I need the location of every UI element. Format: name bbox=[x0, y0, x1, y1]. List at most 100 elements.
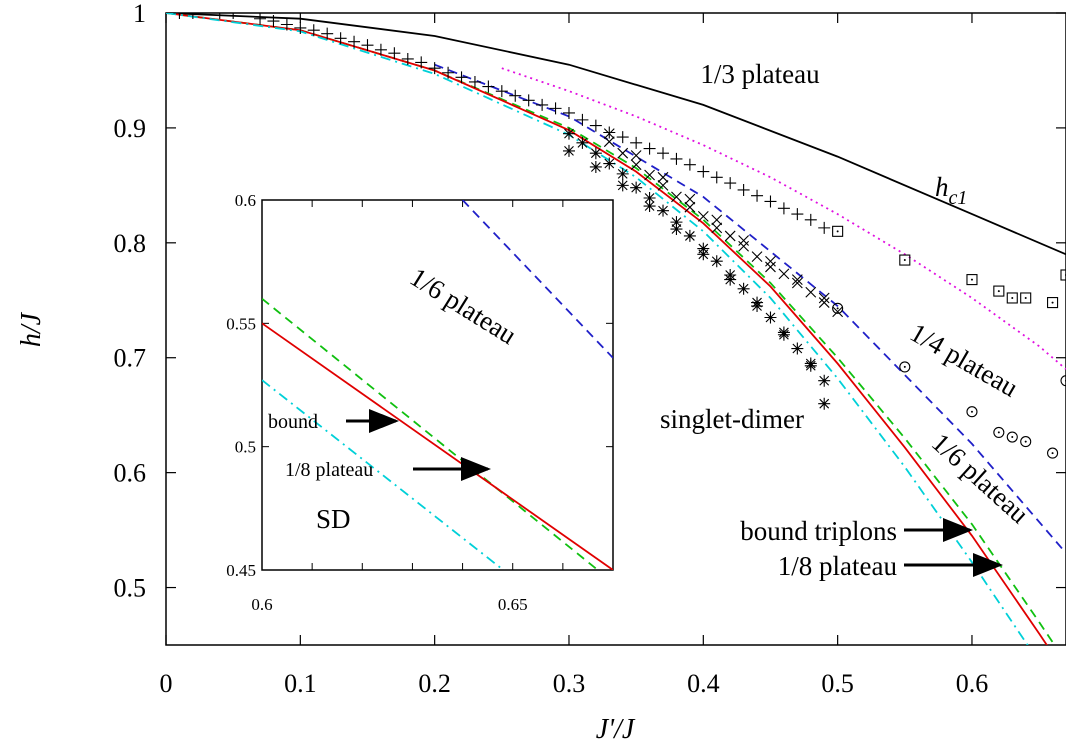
point-plus bbox=[576, 113, 589, 126]
x-tick-label: 0.1 bbox=[284, 669, 317, 698]
point-plus bbox=[321, 27, 334, 40]
series-line-singlet_dimer bbox=[262, 379, 505, 570]
point-circle bbox=[832, 302, 844, 314]
inset-y-tick-label: 0.55 bbox=[226, 314, 256, 333]
point-star bbox=[589, 160, 602, 173]
main-ticks: 0 0.1 0.2 0.3 0.4 0.5 0.6 0.5 0.6 0.7 0.8 0.9 1 bbox=[114, 0, 1066, 698]
point-plus bbox=[562, 106, 575, 119]
point-cross bbox=[724, 230, 736, 242]
point-square bbox=[1047, 297, 1059, 309]
y-tick-label: 0.6 bbox=[114, 459, 147, 488]
inset-label-sd: SD bbox=[316, 504, 351, 534]
label-1-6-plateau: 1/6 plateau bbox=[926, 427, 1035, 529]
point-plus bbox=[468, 75, 481, 88]
y-tick-label: 0.7 bbox=[114, 344, 147, 373]
y-axis-label: h/J bbox=[16, 311, 47, 347]
inset-x-tick-label: 0.65 bbox=[498, 595, 528, 614]
inset-label-1-8-plateau: 1/8 plateau bbox=[285, 459, 373, 481]
point-plus bbox=[737, 183, 750, 196]
point-plus bbox=[428, 62, 441, 75]
point-square bbox=[993, 285, 1005, 297]
point-plus bbox=[334, 32, 347, 45]
series-line-bound bbox=[262, 297, 600, 570]
point-star bbox=[643, 200, 656, 213]
series-line-plateau_1_8 bbox=[262, 322, 613, 570]
point-plus bbox=[818, 221, 831, 234]
point-circle bbox=[1047, 447, 1059, 459]
point-square bbox=[1006, 292, 1018, 304]
point-plus bbox=[213, 13, 226, 19]
point-plus bbox=[307, 24, 320, 37]
point-star bbox=[777, 328, 790, 341]
point-star bbox=[804, 359, 817, 372]
point-plus bbox=[670, 152, 683, 165]
point-square bbox=[966, 274, 978, 286]
series-line-plateau_1_6 bbox=[461, 200, 613, 359]
point-cross bbox=[603, 136, 615, 148]
point-plus bbox=[267, 15, 280, 28]
inset-series bbox=[262, 200, 613, 570]
point-cross bbox=[630, 150, 642, 161]
point-plus bbox=[509, 89, 522, 102]
inset-ticks: 0.6 0.65 0.45 0.5 0.55 0.6 bbox=[226, 191, 614, 614]
point-plus bbox=[415, 56, 428, 69]
series-line-plateau_1_6 bbox=[434, 63, 1066, 554]
x-tick-label: 0.4 bbox=[687, 669, 720, 698]
point-square bbox=[1020, 292, 1032, 304]
label-bound-triplons: bound triplons bbox=[740, 516, 897, 546]
point-plus bbox=[657, 147, 670, 160]
point-star bbox=[643, 192, 656, 205]
point-plus bbox=[482, 80, 495, 93]
inset-y-tick-label: 0.5 bbox=[235, 438, 256, 457]
point-plus bbox=[388, 47, 401, 60]
series-line-plateau_1_8 bbox=[166, 13, 1048, 645]
point-square bbox=[832, 225, 844, 237]
point-star bbox=[818, 397, 831, 410]
inset-y-tick-label: 0.6 bbox=[235, 191, 256, 210]
series-line-hc1 bbox=[166, 13, 1066, 256]
point-cross bbox=[778, 268, 790, 280]
point-plus bbox=[683, 158, 696, 171]
point-cross bbox=[711, 222, 723, 234]
x-tick-label: 0.5 bbox=[821, 669, 854, 698]
point-cross bbox=[791, 274, 803, 285]
point-cross bbox=[630, 159, 642, 171]
point-cross bbox=[644, 169, 655, 181]
point-star bbox=[589, 147, 602, 160]
point-plus bbox=[442, 66, 455, 79]
point-star bbox=[697, 248, 710, 261]
inset-x-tick-label: 0.6 bbox=[251, 595, 272, 614]
point-plus bbox=[804, 213, 817, 226]
y-tick-label: 1 bbox=[133, 0, 146, 28]
point-plus bbox=[724, 177, 737, 190]
label-1-4-plateau: 1/4 plateau bbox=[905, 317, 1024, 403]
point-cross bbox=[832, 306, 844, 318]
point-star bbox=[791, 342, 804, 355]
point-plus bbox=[536, 98, 549, 111]
point-plus bbox=[630, 136, 643, 149]
inset-label-bound: bound bbox=[268, 411, 318, 433]
point-circle bbox=[993, 426, 1005, 438]
inset-y-tick-label: 0.45 bbox=[226, 561, 256, 580]
point-plus bbox=[549, 102, 562, 115]
plot-frame bbox=[165, 12, 1066, 646]
point-circle bbox=[1006, 431, 1018, 443]
point-star bbox=[710, 255, 723, 268]
point-cross bbox=[671, 191, 682, 203]
point-plus bbox=[186, 13, 199, 19]
point-plus bbox=[348, 35, 361, 48]
point-star bbox=[657, 204, 670, 217]
point-plus bbox=[522, 94, 535, 107]
point-star bbox=[670, 216, 683, 229]
point-cross bbox=[684, 201, 696, 213]
point-plus bbox=[710, 171, 723, 184]
point-cross bbox=[738, 240, 750, 252]
point-plus bbox=[777, 202, 790, 215]
label-singlet-dimer: singlet-dimer bbox=[660, 404, 804, 434]
point-plus bbox=[227, 13, 240, 19]
point-plus bbox=[280, 18, 293, 31]
point-circle bbox=[899, 361, 911, 373]
main-points bbox=[173, 13, 1066, 459]
point-plus bbox=[697, 165, 710, 178]
